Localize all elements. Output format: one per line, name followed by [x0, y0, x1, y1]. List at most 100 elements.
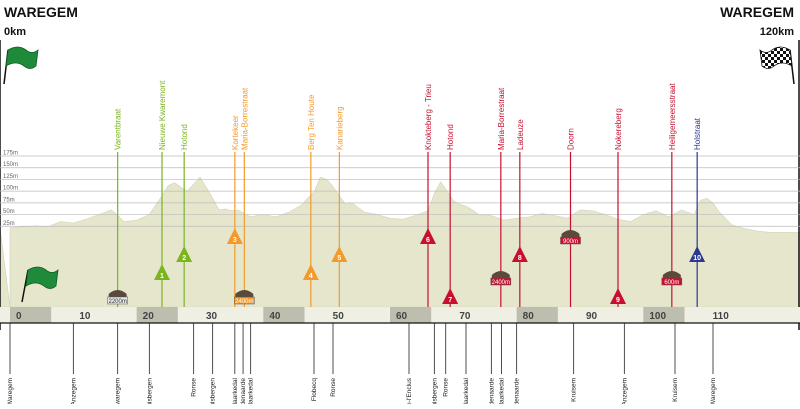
climb-marker: Nieuwe Kwaremont 1: [154, 80, 170, 307]
climb-name: Hotond: [180, 124, 189, 150]
finish-km: 120km: [760, 26, 794, 38]
cobbles-badge: [490, 277, 512, 286]
climb-name: Kanarieberg: [335, 106, 344, 150]
climb-name: Nieuwe Kwaremont: [158, 80, 167, 150]
terrain-area: [0, 176, 800, 308]
climb-triangle: [176, 246, 193, 262]
place-name: Ronse: [330, 378, 337, 397]
climb-number: 3: [233, 237, 237, 244]
km-bar-segment: [453, 307, 495, 323]
climb-number: 4: [309, 273, 313, 280]
km-bar-segment: [263, 307, 305, 323]
cobbles-badge: [661, 277, 683, 286]
climb-marker: Heiligemeersstraat 600m: [661, 83, 683, 307]
climb-marker: Kortekeer 3: [226, 115, 243, 307]
climb-marker: Maria-Borrestraat 2400m: [490, 87, 512, 307]
x-tick-label: 80: [523, 311, 535, 322]
climb-number: 1: [160, 273, 164, 280]
cobbles-badge: [234, 296, 255, 305]
climb-marker: Hotond 7: [442, 124, 459, 307]
finish-city: WAREGEM: [720, 4, 794, 20]
km-bar-segment: [390, 307, 432, 323]
climb-number: 8: [518, 255, 522, 262]
green-flag-icon: [21, 266, 59, 303]
cobbles-length: 2200m: [108, 299, 126, 305]
place-name: Kluisbergen: [210, 378, 217, 404]
climb-number: 2: [182, 255, 186, 262]
cobbles-length: 2400m: [235, 299, 253, 305]
climb-number: 10: [693, 255, 701, 262]
place-name: Anzegem: [621, 378, 628, 404]
y-tick-label: 50m: [3, 209, 15, 215]
climb-marker: Holstraat 10: [689, 117, 706, 307]
x-tick-label: 50: [333, 311, 345, 322]
place-name: Oudenaarde: [240, 378, 247, 404]
place-name: Ronse: [191, 378, 198, 397]
climb-name: Heiligemeersstraat: [668, 83, 677, 150]
climb-number: 5: [337, 255, 341, 262]
place-name: Flobecq: [311, 378, 318, 402]
x-tick-label: 60: [396, 311, 408, 322]
climb-marker: Ladeuze 8: [511, 119, 528, 307]
climb-name: Ladeuze: [516, 119, 525, 150]
x-tick-label: 10: [79, 311, 91, 322]
place-name: Kluisbergen: [431, 378, 438, 404]
climb-name: Maria-Borrestraat: [497, 87, 506, 150]
place-name: Maarkedal: [463, 377, 470, 404]
cobbles-length: 600m: [664, 280, 679, 286]
start-city: WAREGEM: [4, 4, 78, 20]
climb-triangle: [442, 288, 459, 304]
place-name: Waregem: [7, 378, 14, 404]
km-bar-segment: [10, 307, 52, 323]
climb-triangle: [226, 228, 243, 244]
place-name: Maarkedal: [498, 377, 505, 404]
place-name: Kluisbergen: [146, 378, 153, 404]
place-name: Kruisem: [571, 378, 578, 402]
place-name: Maarkedal: [248, 377, 255, 404]
cobbles-length: 2400m: [492, 280, 510, 286]
start-km: 0km: [4, 26, 26, 38]
km-bar-segment: [580, 307, 622, 323]
climb-name: Berg Ten Houte: [307, 94, 316, 150]
climb-marker: Berg Ten Houte 4: [302, 94, 319, 307]
climb-name: Nokereberg: [614, 108, 623, 150]
climb-triangle: [511, 246, 528, 262]
place-name: Oudenaarde: [488, 378, 495, 404]
x-tick-label: 30: [206, 311, 218, 322]
x-tick-label: 0: [16, 311, 22, 322]
climb-number: 6: [426, 237, 430, 244]
km-bar-segment: [706, 307, 748, 323]
km-bar-segment: [643, 307, 685, 323]
climbs-layer: Varentbraat 2200m Nieuwe Kwaremont 1 Hotond 2…: [107, 80, 706, 307]
climb-name: Doorn: [567, 128, 576, 150]
km-bar-segment: [73, 307, 115, 323]
place-name: Oudenaarde: [514, 378, 521, 404]
climb-triangle: [420, 228, 436, 244]
climb-marker: Varentbraat 2200m: [107, 108, 128, 307]
x-tick-label: 90: [586, 311, 598, 322]
start-flag-icon: [3, 46, 39, 85]
climb-name: Kortekeer: [231, 115, 240, 150]
x-tick-label: 100: [649, 311, 666, 322]
grid-layer: 25m 50m 75m 100m 125m 150m 175m: [0, 151, 800, 227]
finish-flag-icon: [759, 46, 795, 85]
place-name: Mont-de-l'Enclus: [406, 377, 413, 404]
place-name: Ronse: [443, 378, 450, 397]
climb-name: Knokteberg - Trieu: [424, 84, 433, 150]
climb-triangle: [610, 288, 626, 304]
climb-marker: Knokteberg - Trieu 6: [420, 84, 436, 307]
y-tick-label: 125m: [3, 174, 18, 180]
cobbles-length: 900m: [563, 239, 578, 245]
climb-triangle: [689, 246, 706, 262]
climb-name: Hotond: [446, 124, 455, 150]
y-tick-label: 175m: [3, 151, 18, 157]
y-tick-label: 100m: [3, 186, 18, 192]
place-name: Kwaregem: [115, 378, 122, 404]
climb-marker: Nokereberg 9: [610, 108, 626, 307]
place-name: Kruisem: [672, 378, 679, 402]
y-tick-label: 150m: [3, 162, 18, 168]
climb-triangle: [331, 246, 348, 262]
places-layer: Waregem Anzegem Kwaregem Kluisbergen Ronse Kl…: [7, 323, 717, 409]
